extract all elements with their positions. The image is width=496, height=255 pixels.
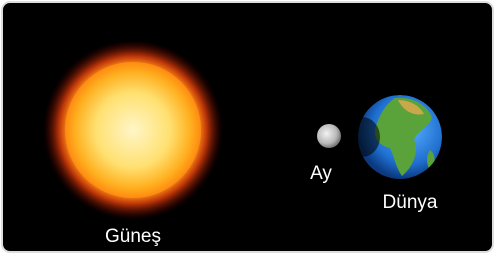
earth-label: Dünya [383,192,438,213]
page: {"nodes": [{"label": "Güneş"}, {"label":… [0,0,496,255]
moon [317,124,341,148]
sun-label: Güneş [105,226,161,247]
moon-label: Ay [310,163,332,184]
diagram: Güneş Ay Dünya [0,0,496,255]
sun [65,62,201,198]
